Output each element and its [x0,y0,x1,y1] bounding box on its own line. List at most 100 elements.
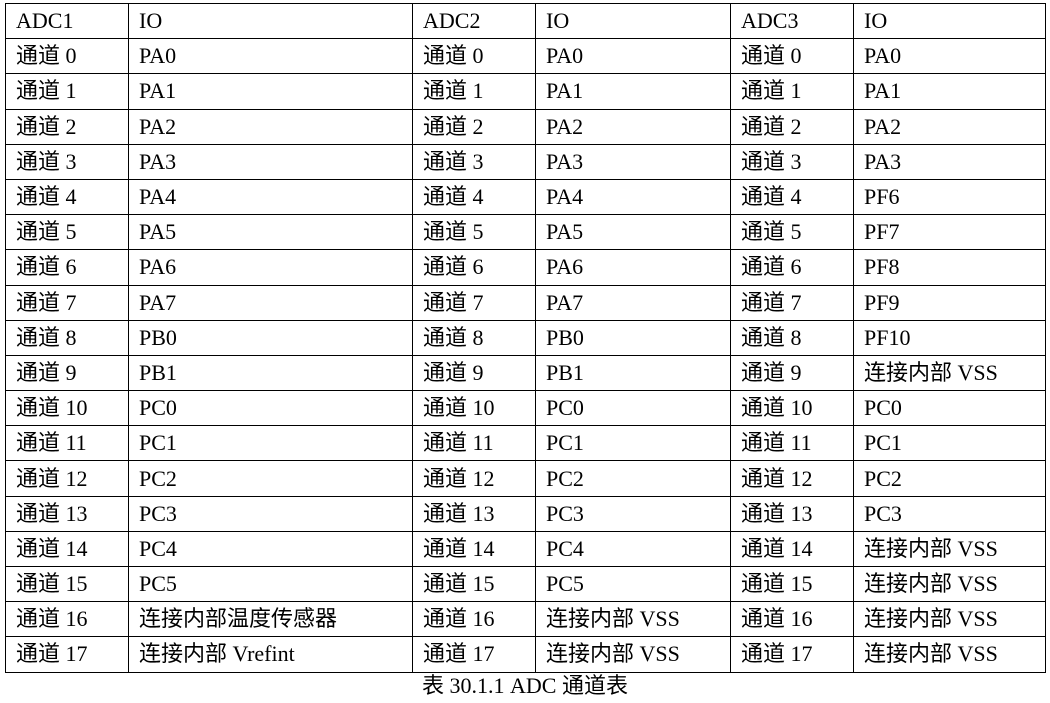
adc1-io-cell: 连接内部温度传感器 [128,601,413,638]
table-header-row: ADC1 IO ADC2 IO ADC3 IO [5,2,1046,40]
table-row: 通道 0 PA0 通道 0 PA0 通道 0 PA0 [5,38,1046,75]
header-adc3: ADC3 [730,2,854,40]
adc2-channel-cell: 通道 9 [412,354,536,392]
adc2-io-cell: PA1 [535,73,731,110]
table-row: 通道 17 连接内部 Vrefint 通道 17 连接内部 VSS 通道 17 连接内部 … [5,636,1046,673]
adc1-io-cell: PB0 [128,319,413,356]
adc1-channel-cell: 通道 10 [5,390,129,427]
adc2-channel-cell: 通道 15 [412,565,536,603]
adc3-channel-cell: 通道 2 [730,108,854,145]
adc3-io-cell: PF8 [853,249,1046,286]
adc2-io-cell: PC3 [535,495,731,532]
adc1-channel-cell: 通道 1 [5,73,129,110]
table-row: 通道 10 PC0 通道 10 PC0 通道 10 PC0 [5,390,1046,427]
table-row: 通道 11 PC1 通道 11 PC1 通道 11 PC1 [5,425,1046,462]
adc1-channel-cell: 通道 14 [5,530,129,568]
adc3-channel-cell: 通道 9 [730,354,854,392]
adc1-io-cell: PA0 [128,38,413,75]
table-row: 通道 15 PC5 通道 15 PC5 通道 15 连接内部 VSS [5,565,1046,603]
adc1-io-cell: 连接内部 Vrefint [128,636,413,673]
adc2-channel-cell: 通道 12 [412,460,536,497]
adc1-channel-cell: 通道 2 [5,108,129,145]
adc1-io-cell: PC3 [128,495,413,532]
adc2-channel-cell: 通道 6 [412,249,536,286]
adc2-channel-cell: 通道 11 [412,425,536,462]
adc2-channel-cell: 通道 8 [412,319,536,356]
adc2-channel-cell: 通道 14 [412,530,536,568]
adc3-channel-cell: 通道 4 [730,178,854,216]
adc2-channel-cell: 通道 16 [412,601,536,638]
table-row: 通道 5 PA5 通道 5 PA5 通道 5 PF7 [5,214,1046,251]
adc2-channel-cell: 通道 2 [412,108,536,145]
adc-channel-table: ADC1 IO ADC2 IO ADC3 IO 通道 0 PA0 通道 0 PA0 通道… [5,2,1046,673]
adc3-channel-cell: 通道 7 [730,284,854,321]
adc1-io-cell: PC0 [128,390,413,427]
adc3-io-cell: 连接内部 VSS [853,636,1046,673]
adc1-channel-cell: 通道 12 [5,460,129,497]
adc2-io-cell: PA7 [535,284,731,321]
adc1-io-cell: PA4 [128,178,413,216]
adc2-io-cell: 连接内部 VSS [535,601,731,638]
table-row: 通道 14 PC4 通道 14 PC4 通道 14 连接内部 VSS [5,530,1046,568]
adc1-io-cell: PC5 [128,565,413,603]
adc2-io-cell: PC5 [535,565,731,603]
adc3-io-cell: PC3 [853,495,1046,532]
table-row: 通道 7 PA7 通道 7 PA7 通道 7 PF9 [5,284,1046,321]
adc1-channel-cell: 通道 17 [5,636,129,673]
adc1-channel-cell: 通道 5 [5,214,129,251]
adc1-channel-cell: 通道 8 [5,319,129,356]
adc3-channel-cell: 通道 13 [730,495,854,532]
adc1-io-cell: PC2 [128,460,413,497]
adc3-io-cell: 连接内部 VSS [853,601,1046,638]
adc2-io-cell: PB1 [535,354,731,392]
table-row: 通道 6 PA6 通道 6 PA6 通道 6 PF8 [5,249,1046,286]
adc3-io-cell: 连接内部 VSS [853,354,1046,392]
adc2-channel-cell: 通道 0 [412,38,536,75]
adc1-channel-cell: 通道 9 [5,354,129,392]
adc3-io-cell: PA3 [853,143,1046,180]
adc3-io-cell: PA1 [853,73,1046,110]
adc3-channel-cell: 通道 16 [730,601,854,638]
adc3-io-cell: PF7 [853,214,1046,251]
adc3-channel-cell: 通道 8 [730,319,854,356]
adc2-channel-cell: 通道 10 [412,390,536,427]
table-row: 通道 3 PA3 通道 3 PA3 通道 3 PA3 [5,143,1046,180]
adc3-channel-cell: 通道 15 [730,565,854,603]
table-row: 通道 13 PC3 通道 13 PC3 通道 13 PC3 [5,495,1046,532]
adc2-io-cell: PA5 [535,214,731,251]
table-row: 通道 2 PA2 通道 2 PA2 通道 2 PA2 [5,108,1046,145]
adc3-channel-cell: 通道 12 [730,460,854,497]
adc3-channel-cell: 通道 11 [730,425,854,462]
adc1-channel-cell: 通道 7 [5,284,129,321]
adc1-io-cell: PC4 [128,530,413,568]
adc2-io-cell: PC2 [535,460,731,497]
adc1-channel-cell: 通道 3 [5,143,129,180]
adc2-io-cell: PB0 [535,319,731,356]
adc2-io-cell: PC4 [535,530,731,568]
table-row: 通道 1 PA1 通道 1 PA1 通道 1 PA1 [5,73,1046,110]
adc3-io-cell: PC1 [853,425,1046,462]
adc2-channel-cell: 通道 1 [412,73,536,110]
adc1-io-cell: PA2 [128,108,413,145]
header-adc2: ADC2 [412,2,536,40]
adc2-io-cell: 连接内部 VSS [535,636,731,673]
header-adc1: ADC1 [5,2,129,40]
adc3-io-cell: 连接内部 VSS [853,565,1046,603]
adc1-channel-cell: 通道 6 [5,249,129,286]
adc2-io-cell: PA4 [535,178,731,216]
adc1-channel-cell: 通道 11 [5,425,129,462]
adc2-io-cell: PA6 [535,249,731,286]
adc-channel-table-container: ADC1 IO ADC2 IO ADC3 IO 通道 0 PA0 通道 0 PA0 通道… [5,2,1046,673]
adc3-channel-cell: 通道 6 [730,249,854,286]
adc2-io-cell: PC0 [535,390,731,427]
adc2-channel-cell: 通道 3 [412,143,536,180]
adc3-io-cell: PC2 [853,460,1046,497]
adc2-channel-cell: 通道 13 [412,495,536,532]
table-row: 通道 16 连接内部温度传感器 通道 16 连接内部 VSS 通道 16 连接内部 VSS [5,601,1046,638]
table-caption: 表 30.1.1 ADC 通道表 [422,673,628,698]
adc1-io-cell: PA5 [128,214,413,251]
adc1-channel-cell: 通道 15 [5,565,129,603]
adc1-channel-cell: 通道 4 [5,178,129,216]
adc3-channel-cell: 通道 0 [730,38,854,75]
adc3-channel-cell: 通道 3 [730,143,854,180]
